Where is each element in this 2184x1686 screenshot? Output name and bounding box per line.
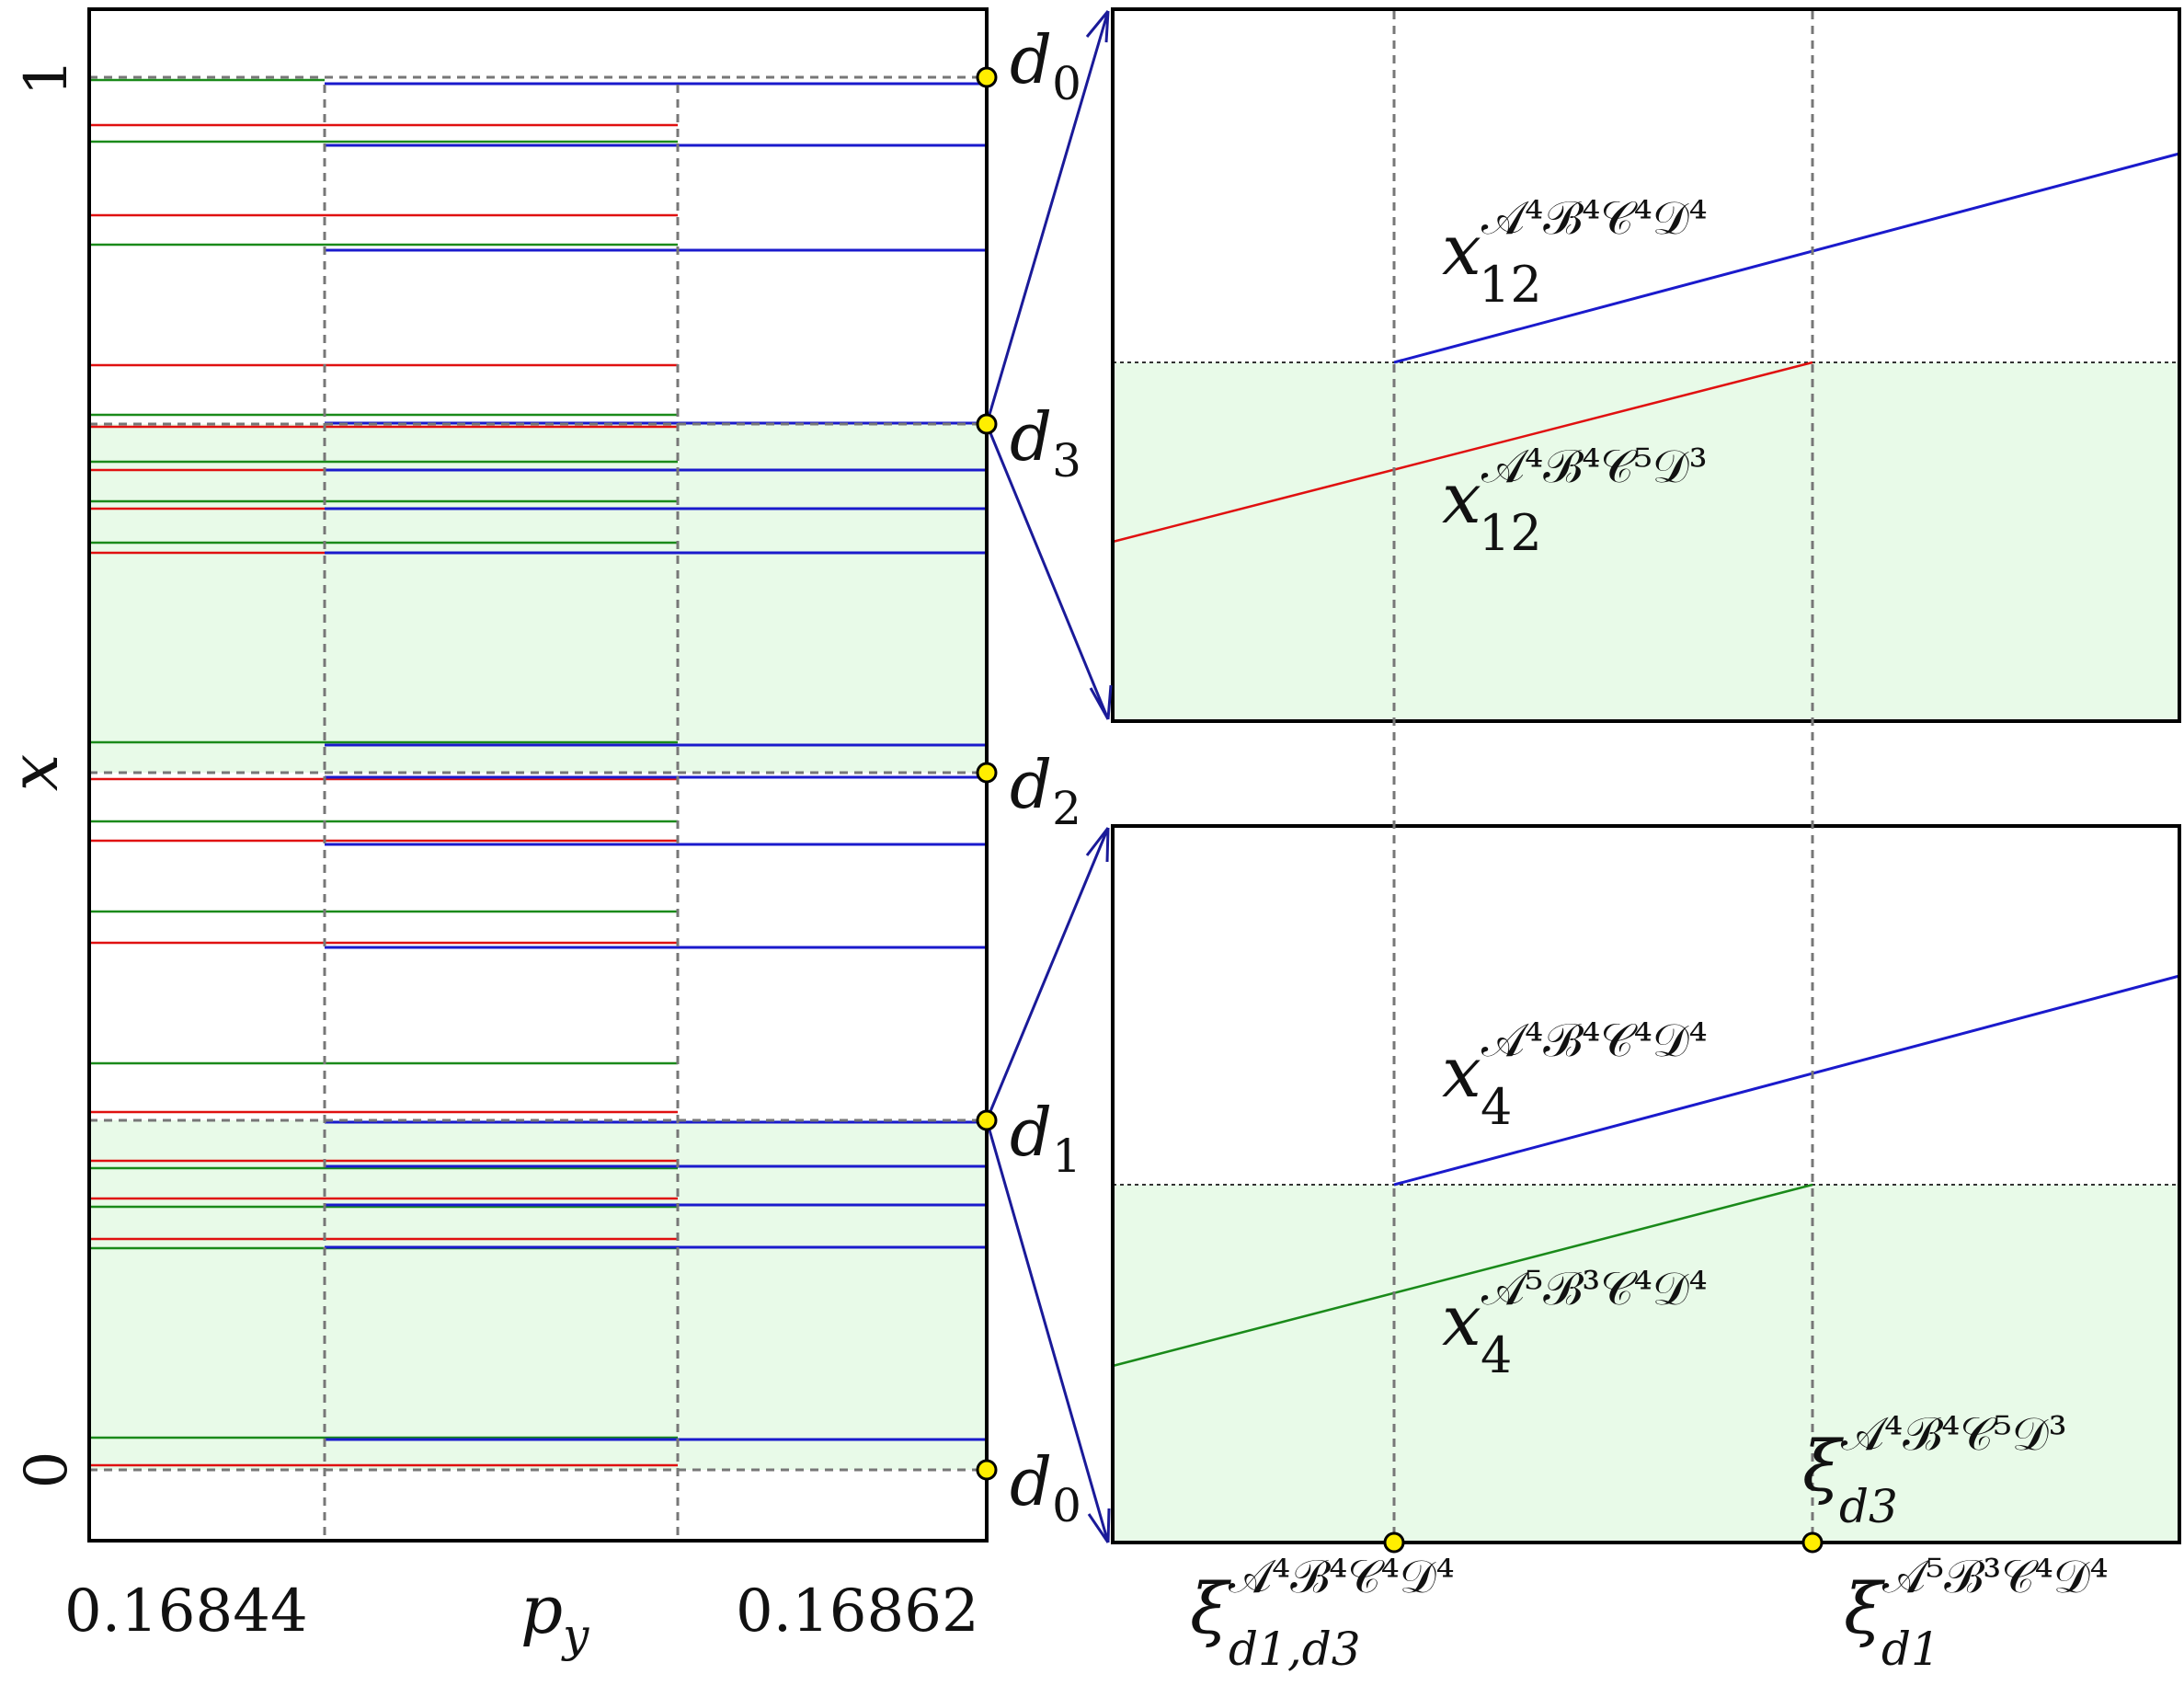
- label-d2: d2: [1010, 746, 1081, 835]
- arrow-d3-to-bottom: [985, 423, 1113, 720]
- top-zoom-red-label: x𝒜⁴ℬ⁴𝒞⁵𝒟³: [1442, 440, 1708, 539]
- bottom-zoom-green-label-base: x: [1442, 1279, 1481, 1361]
- bottom-zoom-panel: [1111, 824, 2181, 1544]
- bottom-zoom-shade: [1113, 1185, 2179, 1543]
- bottom-zoom-blue-label-sub: 4: [1481, 1078, 1512, 1136]
- top-zoom-frame: [1111, 7, 2181, 723]
- xi-d1-sup: 𝒜⁵ℬ³𝒞⁴𝒟⁴: [1882, 1550, 2109, 1603]
- bottom-zoom-green-label-sup: 𝒜⁵ℬ³𝒞⁴𝒟⁴: [1481, 1262, 1708, 1315]
- bottom-zoom-frame: [1111, 824, 2181, 1544]
- marker-d1: [976, 1109, 998, 1131]
- marker-xi-d1d3: [1383, 1531, 1405, 1554]
- zoom-arrows: [985, 10, 1113, 1543]
- bottom-zoom-blue-label: x𝒜⁴ℬ⁴𝒞⁴𝒟⁴: [1442, 1014, 1708, 1113]
- bottom-zoom-green-label: x𝒜⁵ℬ³𝒞⁴𝒟⁴: [1442, 1262, 1708, 1361]
- left-x-axis-label-sub: y: [561, 1609, 589, 1662]
- xi-d1-base: ξ: [1844, 1567, 1885, 1649]
- left-shade-lower: [89, 1120, 987, 1470]
- marker-xi-d1: [1801, 1531, 1824, 1554]
- marker-d0-top: [976, 66, 998, 88]
- left-y-tick-top: 1: [13, 59, 81, 97]
- markers: [976, 66, 1824, 1554]
- label-d0-top: d0: [1010, 21, 1081, 110]
- xi-d3-label: ξ𝒜⁴ℬ⁴𝒞⁵𝒟³: [1802, 1407, 2067, 1507]
- label-d0-bottom: d0: [1010, 1443, 1081, 1532]
- bottom-zoom-blue-label-base: x: [1442, 1031, 1481, 1113]
- top-zoom-blue-label-sup: 𝒜⁴ℬ⁴𝒞⁴𝒟⁴: [1481, 191, 1708, 245]
- left-y-axis-label: x: [0, 754, 73, 792]
- top-zoom-blue-label-sub: 12: [1479, 256, 1542, 314]
- xi-d1-sub: d1: [1881, 1623, 1940, 1676]
- left-shade-upper: [89, 424, 987, 773]
- top-zoom-red-label-base: x: [1442, 457, 1481, 539]
- xi-d1d3-sub: d1,d3: [1229, 1623, 1361, 1676]
- left-x-axis-label-base: p: [520, 1571, 563, 1648]
- top-zoom-red-label-sup: 𝒜⁴ℬ⁴𝒞⁵𝒟³: [1481, 440, 1708, 493]
- top-zoom-blue-label-base: x: [1442, 209, 1481, 291]
- top-zoom-red-line: [1112, 361, 1813, 544]
- xi-d1-label: ξ𝒜⁵ℬ³𝒞⁴𝒟⁴: [1844, 1550, 2109, 1649]
- arrow-d3-to-top: [985, 10, 1110, 425]
- xi-d1d3-base: ξ: [1190, 1567, 1231, 1649]
- top-zoom-red-label-sub: 12: [1479, 504, 1542, 562]
- top-zoom-blue-label: x𝒜⁴ℬ⁴𝒞⁴𝒟⁴: [1442, 191, 1708, 291]
- left-x-axis-label: py: [520, 1571, 589, 1662]
- bottom-zoom-blue-label-sup: 𝒜⁴ℬ⁴𝒞⁴𝒟⁴: [1481, 1014, 1708, 1067]
- marker-d3: [976, 413, 998, 435]
- left-x-tick-left: 0.16844: [64, 1577, 308, 1646]
- xi-d3-sup: 𝒜⁴ℬ⁴𝒞⁵𝒟³: [1841, 1407, 2067, 1461]
- xi-d1d3-label: ξ𝒜⁴ℬ⁴𝒞⁴𝒟⁴: [1190, 1550, 1455, 1649]
- top-zoom-panel: [1111, 7, 2181, 723]
- left-panel: [87, 7, 989, 1543]
- marker-d2: [976, 762, 998, 784]
- xi-d3-base: ξ: [1802, 1425, 1844, 1507]
- arrow-d1-to-top: [985, 827, 1110, 1121]
- left-y-tick-bottom: 0: [13, 1451, 81, 1489]
- top-zoom-blue-line: [1393, 152, 2180, 364]
- arrow-d1-to-bottom: [985, 1119, 1111, 1543]
- xi-d1d3-sup: 𝒜⁴ℬ⁴𝒞⁴𝒟⁴: [1229, 1550, 1455, 1603]
- bottom-zoom-green-label-sub: 4: [1481, 1326, 1512, 1384]
- bottom-zoom-green-line: [1112, 1183, 1813, 1368]
- marker-d0-bottom: [976, 1459, 998, 1481]
- left-x-tick-right: 0.16862: [736, 1577, 979, 1646]
- label-d3: d3: [1010, 398, 1081, 487]
- xi-d3-sub: d3: [1839, 1480, 1898, 1533]
- top-zoom-shade: [1113, 362, 2179, 721]
- label-d1: d1: [1010, 1094, 1081, 1183]
- bottom-zoom-blue-line: [1393, 974, 2180, 1187]
